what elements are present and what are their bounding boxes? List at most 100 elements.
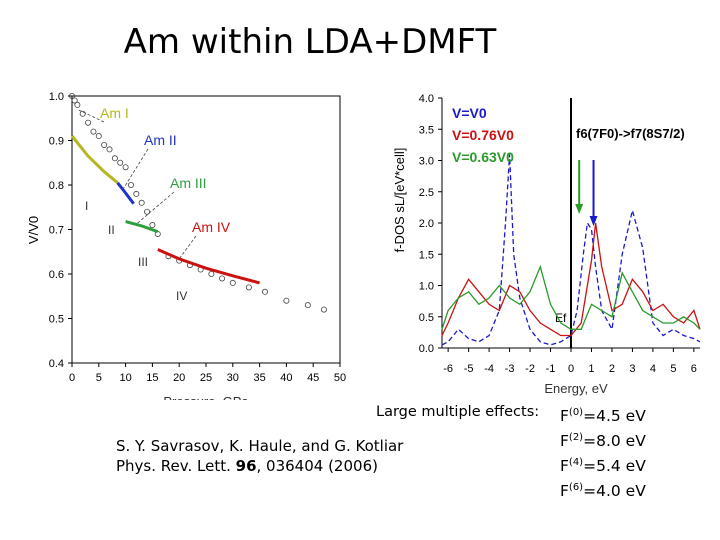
y-axis-label: V/V0 xyxy=(26,216,41,244)
experiment-point xyxy=(138,199,145,206)
experiment-point xyxy=(133,190,140,197)
transition-arrowhead xyxy=(575,204,584,214)
experiment-point xyxy=(127,181,134,188)
slater-index: (4) xyxy=(568,457,584,469)
y-tick-label: 0.5 xyxy=(419,312,434,324)
y-tick-label: 1.5 xyxy=(419,249,434,261)
experiment-point xyxy=(320,306,327,313)
phase-label: Am II xyxy=(144,132,177,148)
y-tick-label: 0.9 xyxy=(49,136,64,148)
y-tick-label: 0.5 xyxy=(49,314,64,326)
experiment-point xyxy=(229,279,236,286)
phase-pointer xyxy=(136,191,175,225)
x-tick-label: 2 xyxy=(609,363,615,375)
y-tick-label: 0.6 xyxy=(49,269,64,281)
experiment-point xyxy=(144,208,151,215)
region-label: I xyxy=(85,199,88,213)
x-tick-label: 6 xyxy=(691,363,697,375)
slide-title: Am within LDA+DMFT xyxy=(123,22,497,62)
phase-label: Am III xyxy=(170,175,207,191)
experiment-point xyxy=(106,146,113,153)
slater-row: F(4)=5.4 eV xyxy=(560,452,646,477)
slater-value: =4.5 eV xyxy=(583,407,646,426)
x-axis-label: Pressure, GPa xyxy=(163,394,249,400)
phase-label: Am I xyxy=(100,105,129,121)
experiment-point xyxy=(85,119,92,126)
y-axis-label: f-DOS sL/[eV*cell] xyxy=(392,148,407,253)
x-tick-label: 35 xyxy=(253,372,265,384)
x-tick-label: 5 xyxy=(670,363,676,375)
reference-authors: S. Y. Savrasov, K. Haule, and G. Kotliar xyxy=(116,437,404,455)
dos-series-line xyxy=(441,264,701,330)
y-tick-label: 3.0 xyxy=(419,156,434,168)
experiment-point xyxy=(122,164,129,171)
y-tick-label: 1.0 xyxy=(419,281,434,293)
chart-canvas: 0 5 10 15 20 25 30 35 40 45 500.40.50.60.70.80.91.… xyxy=(26,91,701,400)
legend-entry: V=0.76V0 xyxy=(452,127,514,143)
experiment-point xyxy=(74,101,81,108)
slater-value: =5.4 eV xyxy=(583,457,646,476)
x-tick-label: 20 xyxy=(173,372,185,384)
slater-value: =4.0 eV xyxy=(583,482,646,501)
reference-volume: 96 xyxy=(235,457,257,475)
experiment-point xyxy=(71,97,78,104)
experiment-point xyxy=(90,128,97,135)
x-tick-label: 0 xyxy=(69,372,75,384)
slater-index: (6) xyxy=(568,482,584,494)
slater-row: F(0)=4.5 eV xyxy=(560,402,646,427)
region-label: III xyxy=(138,255,148,269)
phase-pointer xyxy=(178,235,197,260)
y-tick-label: 0.0 xyxy=(419,343,434,355)
x-tick-label: 40 xyxy=(280,372,292,384)
experiment-point xyxy=(149,222,156,229)
slater-symbol: F xyxy=(560,482,569,501)
y-tick-label: 0.8 xyxy=(49,180,64,192)
x-tick-label: 30 xyxy=(227,372,239,384)
phase-pointer xyxy=(122,148,149,190)
transition-arrowhead xyxy=(589,216,598,226)
fermi-label: Ef xyxy=(555,311,567,325)
slater-symbol: F xyxy=(560,457,569,476)
x-tick-label: 50 xyxy=(334,372,346,384)
phase-line xyxy=(116,181,135,205)
legend-entry: V=V0 xyxy=(452,105,487,121)
slater-integrals: F(0)=4.5 eV F(2)=8.0 eV F(4)=5.4 eV F(6)… xyxy=(560,402,646,503)
x-tick-label: 5 xyxy=(96,372,102,384)
experiment-point xyxy=(111,155,118,162)
legend-entry: V=0.63V0 xyxy=(452,149,514,165)
reference-pages: , 036404 (2006) xyxy=(256,457,378,475)
experiment-point xyxy=(261,288,268,295)
x-tick-label: -3 xyxy=(505,363,515,375)
phase-line xyxy=(157,248,260,285)
y-tick-label: 4.0 xyxy=(419,93,434,105)
y-tick-label: 3.5 xyxy=(419,124,434,136)
slater-row: F(6)=4.0 eV xyxy=(560,477,646,502)
phase-line xyxy=(70,135,119,184)
y-tick-label: 0.7 xyxy=(49,225,64,237)
phase-label: Am IV xyxy=(192,219,231,235)
slater-symbol: F xyxy=(560,407,569,426)
x-tick-label: -5 xyxy=(464,363,474,375)
slater-index: (0) xyxy=(568,407,584,418)
region-label: IV xyxy=(176,289,187,303)
x-tick-label: -6 xyxy=(443,363,453,375)
experiment-point xyxy=(95,133,102,140)
slater-symbol: F xyxy=(560,432,569,451)
slater-value: =8.0 eV xyxy=(583,432,646,451)
experiment-point xyxy=(79,110,86,117)
y-tick-label: 0.4 xyxy=(49,358,64,370)
dos-series-line xyxy=(441,154,701,346)
y-tick-label: 2.5 xyxy=(419,187,434,199)
reference-citation: Phys. Rev. Lett. 96, 036404 (2006) xyxy=(116,456,403,476)
slater-index: (2) xyxy=(568,432,584,444)
experiment-point xyxy=(219,275,226,282)
experiment-point xyxy=(304,302,311,309)
x-axis-label: Energy, eV xyxy=(544,381,608,396)
experiment-point xyxy=(69,93,76,100)
y-tick-label: 2.0 xyxy=(419,218,434,230)
x-tick-label: 4 xyxy=(650,363,656,375)
experiment-point xyxy=(245,284,252,291)
reference-journal: Phys. Rev. Lett. xyxy=(116,457,231,475)
x-tick-label: 15 xyxy=(146,372,158,384)
slater-row: F(2)=8.0 eV xyxy=(560,427,646,452)
